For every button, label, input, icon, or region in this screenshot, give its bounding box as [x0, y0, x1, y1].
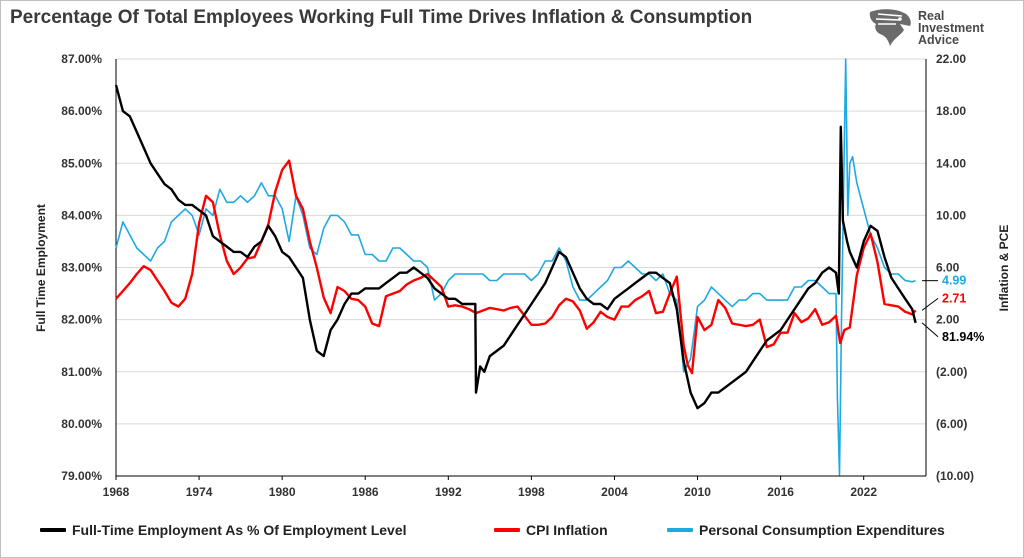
brand-line: Advice	[918, 33, 959, 47]
brand-line: Investment	[918, 21, 984, 35]
end-label-leader	[921, 322, 939, 338]
end-value-label: 81.94%	[942, 330, 984, 344]
series-line-cpi	[115, 159, 917, 375]
legend-label: Full-Time Employment As % Of Employment …	[72, 522, 407, 538]
end-value-label: 4.99	[942, 274, 966, 288]
x-tick-label: 1974	[186, 485, 213, 499]
legend-item-cpi: CPI Inflation	[494, 520, 608, 540]
legend-swatch	[40, 528, 66, 532]
x-tick-label: 2016	[767, 485, 794, 499]
chart-title: Percentage Of Total Employees Working Fu…	[10, 7, 753, 28]
brand-logo: Real Investment Advice	[866, 6, 1016, 54]
brand-line: Real	[918, 9, 945, 23]
right-tick-label: (10.00)	[936, 469, 974, 483]
right-tick-label: 10.00	[936, 208, 966, 222]
left-tick-label: 83.00%	[61, 261, 102, 275]
legend-swatch	[667, 528, 693, 532]
left-tick-label: 86.00%	[61, 104, 102, 118]
x-tick-label: 2004	[601, 485, 628, 499]
left-tick-label: 80.00%	[61, 417, 102, 431]
legend-swatch	[494, 528, 520, 532]
right-tick-label: 18.00	[936, 104, 966, 118]
x-tick-label: 1980	[269, 485, 296, 499]
y-axis-right-title: Inflation & PCE	[997, 225, 1011, 312]
left-tick-label: 85.00%	[61, 156, 102, 170]
right-tick-label: 14.00	[936, 156, 966, 170]
right-tick-label: (6.00)	[936, 417, 967, 431]
series-line-employment	[114, 84, 917, 410]
x-tick-label: 1998	[518, 485, 545, 499]
series-line-pce	[115, 58, 916, 476]
x-tick-label: 1986	[352, 485, 379, 499]
legend-item-pce: Personal Consumption Expenditures	[667, 520, 945, 540]
end-value-label: 2.71	[942, 291, 966, 305]
left-tick-label: 82.00%	[61, 313, 102, 327]
right-tick-label: 2.00	[936, 313, 960, 327]
eagle-head-icon	[869, 9, 911, 46]
left-tick-label: 87.00%	[61, 52, 102, 66]
legend-label: CPI Inflation	[526, 522, 608, 538]
legend-item-employment: Full-Time Employment As % Of Employment …	[40, 520, 407, 540]
right-tick-label: 6.00	[936, 261, 960, 275]
end-label-leader	[921, 297, 939, 311]
x-tick-label: 1968	[103, 485, 130, 499]
x-tick-label: 2022	[850, 485, 877, 499]
brand-name: Real Investment Advice	[918, 9, 1018, 47]
left-tick-label: 79.00%	[61, 469, 102, 483]
x-tick-label: 2010	[684, 485, 711, 499]
left-tick-label: 84.00%	[61, 208, 102, 222]
right-tick-label: 22.00	[936, 52, 966, 66]
left-tick-label: 81.00%	[61, 365, 102, 379]
y-axis-left-title: Full Time Employment	[34, 204, 48, 332]
legend-label: Personal Consumption Expenditures	[699, 522, 945, 538]
x-tick-label: 1992	[435, 485, 462, 499]
right-tick-label: (2.00)	[936, 365, 967, 379]
